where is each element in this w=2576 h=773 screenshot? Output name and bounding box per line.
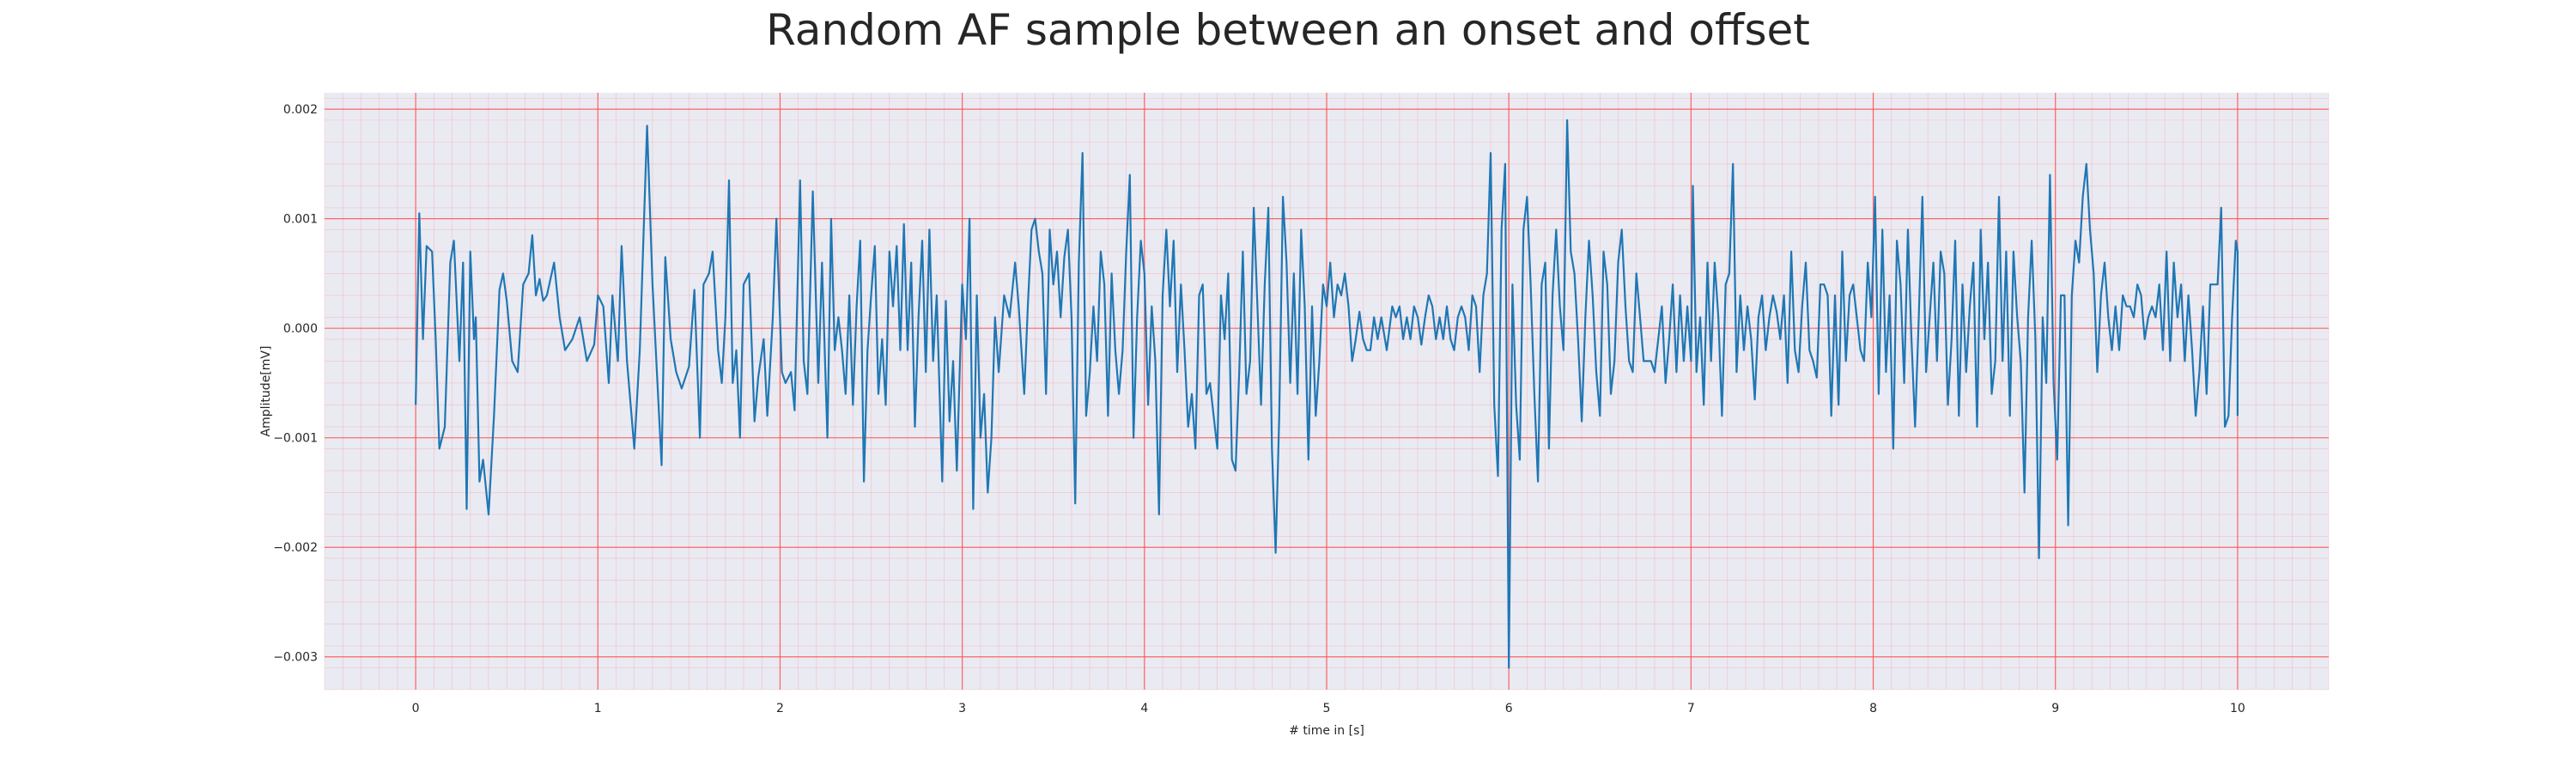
x-tick-label: 9: [2051, 702, 2059, 715]
x-tick-label: 7: [1687, 702, 1695, 715]
chart-title: Random AF sample between an onset and of…: [766, 5, 1810, 55]
x-tick-label: 8: [1869, 702, 1877, 715]
x-tick-label: 0: [412, 702, 420, 715]
x-tick-label: 5: [1323, 702, 1331, 715]
y-axis-label: Amplitude[mV]: [259, 346, 273, 437]
y-tick-label: 0.000: [283, 322, 318, 336]
x-tick-label: 10: [2230, 702, 2245, 715]
series-line: [415, 119, 2239, 669]
x-tick-label: 6: [1505, 702, 1513, 715]
y-tick-label: 0.001: [283, 213, 318, 227]
x-tick-label: 2: [776, 702, 784, 715]
x-tick-label: 1: [594, 702, 602, 715]
y-tick-label: 0.002: [283, 103, 318, 117]
y-tick-label: −0.003: [273, 651, 318, 665]
x-tick-label: 4: [1140, 702, 1148, 715]
x-axis-label: # time in [s]: [1289, 724, 1364, 738]
y-tick-label: −0.002: [273, 541, 318, 555]
x-tick-label: 3: [958, 702, 966, 715]
y-tick-label: −0.001: [273, 432, 318, 446]
